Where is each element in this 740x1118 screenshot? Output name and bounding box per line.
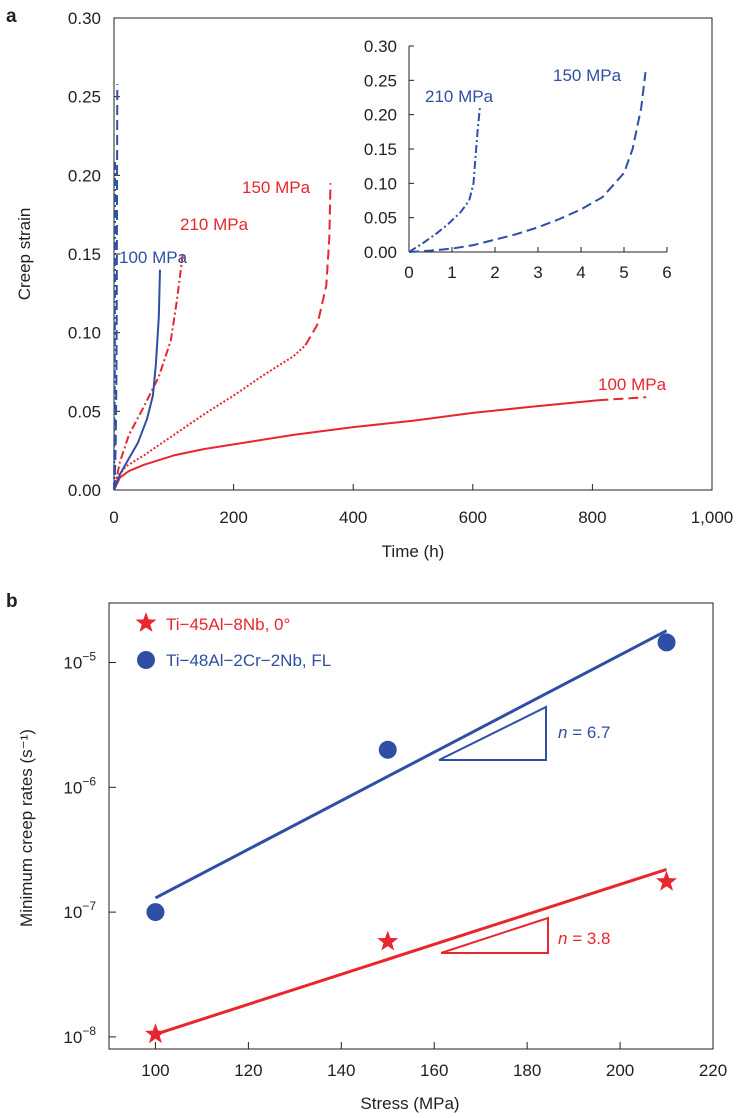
x-tick-label: 4 xyxy=(576,263,585,282)
inset-series xyxy=(408,71,647,253)
panel-b-fits xyxy=(154,629,668,1036)
series-line-blue-150-mpa xyxy=(113,84,119,491)
series-line-red-100-mpa xyxy=(113,399,599,491)
panel-a: a 0.000.050.100.150.200.250.30 0 200 400 60… xyxy=(6,6,733,561)
slope-triangle-blue xyxy=(438,705,547,761)
y-tick-label: 0.20 xyxy=(68,166,101,185)
x-tick-label: 6 xyxy=(662,263,671,282)
fit-line-blue xyxy=(154,629,668,900)
label-red-100-mpa: 100 MPa xyxy=(598,375,667,394)
x-tick-label: 2 xyxy=(490,263,499,282)
panel-b-plot-frame xyxy=(108,602,714,1050)
series-line-blue-100-mpa xyxy=(113,269,161,491)
series-line-blue-210-mpa xyxy=(408,107,481,253)
x-tick-label: 140 xyxy=(327,1061,355,1080)
data-point-circle xyxy=(378,740,397,759)
x-tick-label: 3 xyxy=(533,263,542,282)
panel-b-yticks: 10−8 10−7 10−6 10−5 xyxy=(63,650,116,1047)
label-red-150-mpa: 150 MPa xyxy=(242,178,311,197)
data-point-star xyxy=(656,870,677,891)
legend-circle-marker xyxy=(137,651,155,669)
y-tick-label: 10−7 xyxy=(63,899,96,922)
panel-b-letter: b xyxy=(6,591,18,612)
y-tick-label: 0.05 xyxy=(364,209,397,228)
x-tick-label: 800 xyxy=(578,508,606,527)
label-blue-100-mpa: 100 MPa xyxy=(119,248,188,267)
slope-label-red: n = 3.8 xyxy=(558,929,610,948)
x-tick-label: 1,000 xyxy=(691,508,734,527)
panel-b: b 10−8 10−7 10−6 10−5 100 120 140 160 180 200 220… xyxy=(6,591,727,1113)
inset-chart: 0.00 0.05 0.10 0.15 0.20 0.25 0.30 0 1 2 3 4 5 6 210… xyxy=(364,37,672,282)
x-tick-label: 200 xyxy=(606,1061,634,1080)
legend-star-marker xyxy=(135,612,157,632)
series-line-red-150-mpa xyxy=(113,344,307,491)
y-tick-label: 0.25 xyxy=(364,71,397,90)
panel-a-ylabel: Creep strain xyxy=(15,208,34,301)
y-tick-label: 0.10 xyxy=(364,174,397,193)
panel-b-xticks: 100 120 140 160 180 200 220 xyxy=(141,1042,727,1080)
inset-yticks: 0.00 0.05 0.10 0.15 0.20 0.25 0.30 xyxy=(364,37,414,262)
panel-a-letter: a xyxy=(6,6,17,27)
x-tick-label: 1 xyxy=(447,263,456,282)
y-tick-label: 0.25 xyxy=(68,88,101,107)
x-tick-label: 5 xyxy=(619,263,628,282)
panel-b-slope-triangles: n = 6.7 n = 3.8 xyxy=(438,705,610,954)
data-point-star xyxy=(377,930,399,951)
fit-line-red xyxy=(155,867,667,1036)
x-tick-label: 200 xyxy=(219,508,247,527)
series-line-blue-150-mpa xyxy=(408,71,647,253)
panel-a-yticks: 0.00 0.05 0.10 0.15 0.20 0.25 0.30 xyxy=(68,9,120,500)
y-tick-label: 0.20 xyxy=(364,106,397,125)
panel-a-xlabel: Time (h) xyxy=(382,542,445,561)
data-point-circle xyxy=(657,633,676,652)
label-red-210-mpa: 210 MPa xyxy=(180,215,249,234)
x-tick-label: 100 xyxy=(141,1061,169,1080)
slope-triangle-red xyxy=(440,916,549,954)
x-tick-label: 600 xyxy=(459,508,487,527)
panel-b-xlabel: Stress (MPa) xyxy=(360,1094,459,1113)
y-tick-label: 10−6 xyxy=(63,774,96,797)
inset-label-150-mpa: 150 MPa xyxy=(553,66,622,85)
y-tick-label: 0.15 xyxy=(68,245,101,264)
inset-xticks: 0 1 2 3 4 5 6 xyxy=(404,247,672,282)
series-line-red-100-mpa xyxy=(598,396,647,402)
x-tick-label: 0 xyxy=(109,508,118,527)
legend-label-ti-45al-8nb: Ti−45Al−8Nb, 0° xyxy=(166,615,290,634)
x-tick-label: 180 xyxy=(513,1061,541,1080)
y-tick-label: 0.05 xyxy=(68,402,101,421)
inset-label-210-mpa: 210 MPa xyxy=(425,87,494,106)
series-line-red-210-mpa xyxy=(113,253,184,491)
x-tick-label: 220 xyxy=(699,1061,727,1080)
y-tick-label: 0.00 xyxy=(364,243,397,262)
panel-b-points xyxy=(145,633,677,1044)
data-point-star xyxy=(145,1023,166,1044)
series-line-red-150-mpa xyxy=(304,183,332,346)
x-tick-label: 400 xyxy=(339,508,367,527)
y-tick-label: 10−5 xyxy=(63,650,96,673)
y-tick-label: 0.00 xyxy=(68,481,101,500)
y-tick-label: 10−8 xyxy=(63,1024,96,1047)
legend-label-ti-48al-2cr-2nb: Ti−48Al−2Cr−2Nb, FL xyxy=(166,651,331,670)
y-tick-label: 0.10 xyxy=(68,324,101,343)
x-tick-label: 160 xyxy=(420,1061,448,1080)
series-line-blue-210-mpa xyxy=(113,159,116,491)
y-tick-label: 0.30 xyxy=(68,9,101,28)
data-point-circle xyxy=(146,903,165,922)
inset-background xyxy=(408,46,668,252)
slope-label-blue: n = 6.7 xyxy=(558,723,610,742)
panel-a-xticks: 0 200 400 600 800 1,000 xyxy=(109,484,733,527)
legend: Ti−45Al−8Nb, 0° Ti−48Al−2Cr−2Nb, FL xyxy=(135,612,331,670)
y-tick-label: 0.15 xyxy=(364,140,397,159)
x-tick-label: 0 xyxy=(404,263,413,282)
y-tick-label: 0.30 xyxy=(364,37,397,56)
panel-b-ylabel: Minimum creep rates (s⁻¹) xyxy=(17,729,36,927)
x-tick-label: 120 xyxy=(234,1061,262,1080)
panel-a-series xyxy=(113,84,647,491)
